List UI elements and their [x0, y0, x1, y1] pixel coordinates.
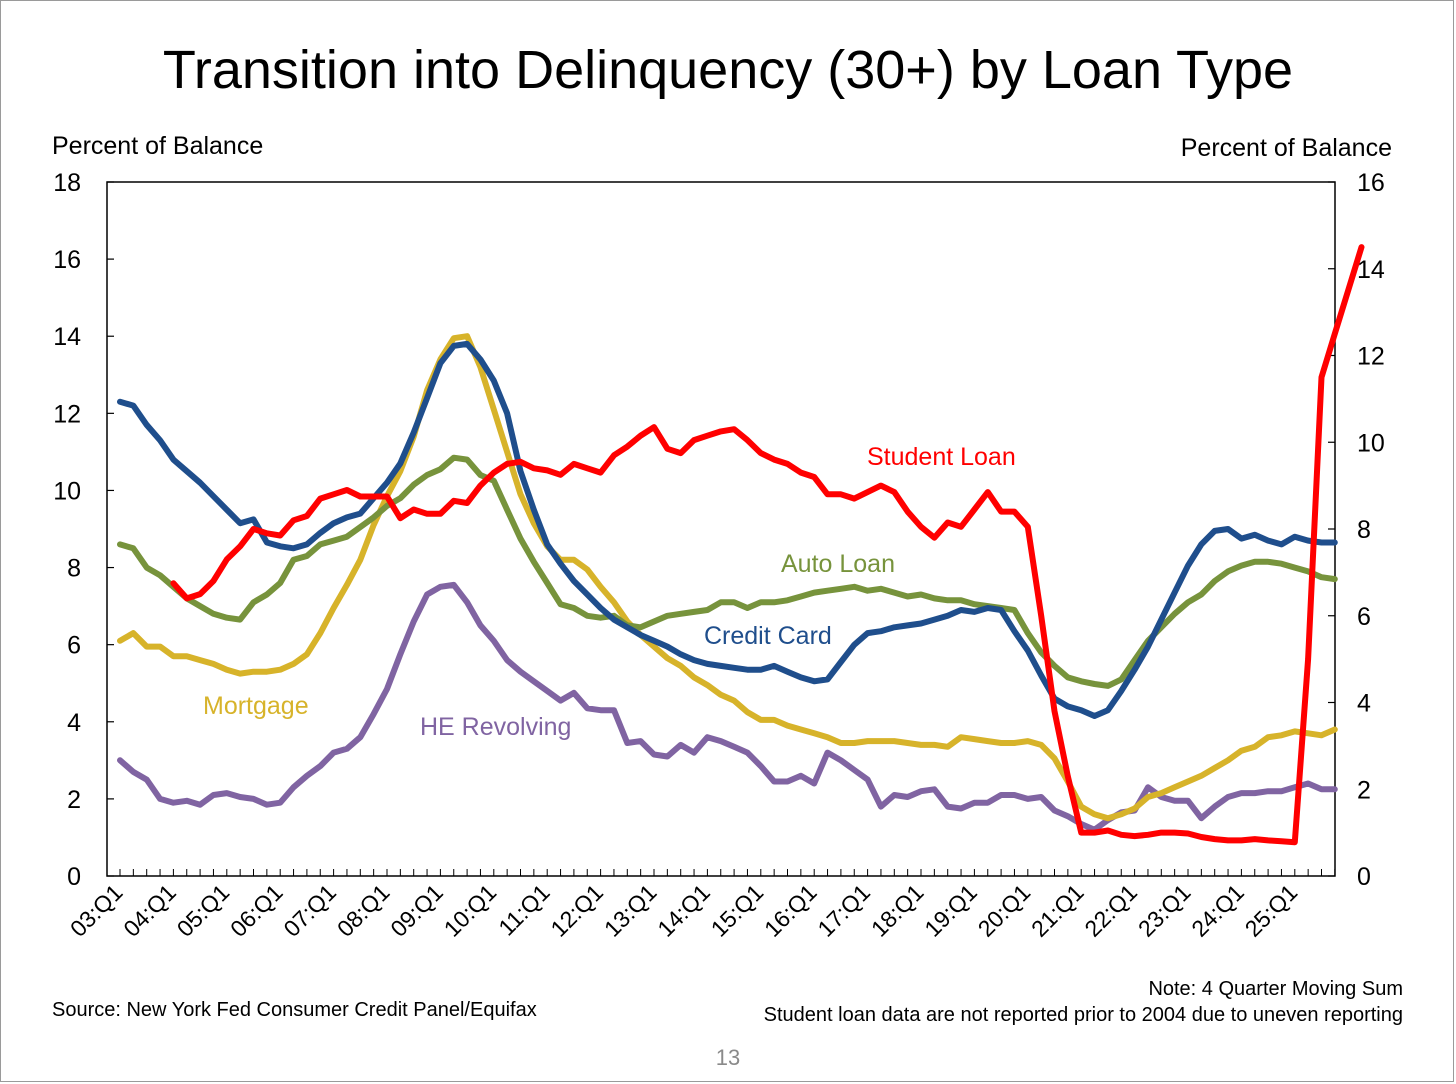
y-left-tick-label: 18: [53, 169, 81, 197]
page-number: 13: [715, 1045, 741, 1070]
series-label-auto-loan: Auto Loan: [781, 550, 895, 578]
y-right-tick-label: 16: [1357, 169, 1385, 197]
x-tick-label: 20:Q1: [973, 879, 1036, 942]
y-left-tick-label: 8: [67, 555, 81, 583]
axis-ticks: [107, 181, 1336, 877]
y-left-tick-label: 16: [53, 246, 81, 274]
series-label-mortgage: Mortgage: [203, 692, 309, 720]
y-left-tick-label: 0: [67, 863, 81, 891]
x-tick-label: 15:Q1: [706, 879, 769, 942]
x-tick-label: 16:Q1: [759, 879, 822, 942]
y-right-tick-label: 0: [1357, 863, 1371, 891]
series-line-auto-loan: [117, 454, 1338, 689]
y-left-tick-label: 10: [53, 477, 81, 505]
series-lines: [117, 244, 1365, 846]
x-tick-label: 14:Q1: [652, 879, 715, 942]
y-left-tick-label: 14: [53, 323, 81, 351]
x-tick-label: 05:Q1: [172, 879, 235, 942]
x-tick-label: 23:Q1: [1133, 879, 1196, 942]
x-tick-label: 11:Q1: [493, 879, 554, 940]
y-right-tick-label: 6: [1357, 603, 1371, 631]
series-line-student-loan: [170, 244, 1365, 846]
x-tick-label: 22:Q1: [1079, 879, 1142, 942]
y-right-tick-label: 14: [1357, 256, 1385, 284]
y-left-tick-label: 12: [53, 400, 81, 428]
series-line-mortgage: [117, 333, 1338, 822]
y-right-tick-label: 10: [1357, 429, 1385, 457]
x-tick-label: 19:Q1: [919, 879, 982, 942]
tick-labels: 024681012141618024681012141603:Q104:Q105…: [53, 169, 1385, 942]
y-axis-left-title: Percent of Balance: [52, 132, 264, 160]
note-moving-sum: Note: 4 Quarter Moving Sum: [1148, 978, 1403, 1000]
y-left-tick-label: 2: [67, 786, 81, 814]
x-tick-label: 12:Q1: [545, 879, 608, 942]
series-label-he-revolving: HE Revolving: [420, 713, 571, 741]
series-label-student-loan: Student Loan: [867, 443, 1016, 471]
x-tick-label: 06:Q1: [225, 879, 288, 942]
y-right-tick-label: 4: [1357, 690, 1371, 718]
y-right-tick-label: 2: [1357, 776, 1371, 804]
y-axis-right-title: Percent of Balance: [1180, 134, 1392, 162]
x-tick-label: 21:Q1: [1026, 879, 1089, 942]
series-labels: Student Loan Auto Loan Credit Card Mortg…: [203, 443, 1016, 741]
y-right-tick-label: 8: [1357, 516, 1371, 544]
x-tick-label: 17:Q1: [812, 879, 875, 942]
x-tick-label: 25:Q1: [1240, 879, 1303, 942]
note-student-loan-reporting: Student loan data are not reported prior…: [763, 1004, 1403, 1026]
x-tick-label: 04:Q1: [118, 879, 181, 942]
x-tick-label: 07:Q1: [278, 879, 341, 942]
y-right-tick-label: 12: [1357, 343, 1385, 371]
x-tick-label: 18:Q1: [866, 879, 929, 942]
series-label-credit-card: Credit Card: [704, 622, 832, 650]
x-tick-label: 10:Q1: [439, 879, 502, 942]
source-note: Source: New York Fed Consumer Credit Pan…: [52, 999, 537, 1021]
x-tick-label: 13:Q1: [599, 879, 662, 942]
chart-title: Transition into Delinquency (30+) by Loa…: [162, 40, 1294, 100]
x-tick-label: 24:Q1: [1186, 879, 1249, 942]
x-tick-label: 09:Q1: [385, 879, 448, 942]
y-left-tick-label: 6: [67, 632, 81, 660]
y-left-tick-label: 4: [67, 709, 81, 737]
series-line-credit-card: [117, 340, 1338, 719]
plot-area-frame: [106, 181, 1336, 877]
x-tick-label: 08:Q1: [332, 879, 395, 942]
